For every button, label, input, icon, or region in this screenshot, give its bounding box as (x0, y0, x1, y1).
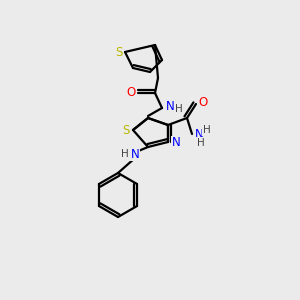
Text: N: N (166, 100, 174, 112)
Text: H: H (175, 104, 183, 114)
Text: O: O (198, 95, 208, 109)
Text: N: N (172, 136, 180, 149)
Text: S: S (122, 124, 130, 136)
Text: H: H (203, 125, 211, 135)
Text: H: H (197, 138, 205, 148)
Text: H: H (121, 149, 129, 159)
Text: N: N (130, 148, 140, 160)
Text: S: S (115, 46, 123, 59)
Text: O: O (126, 86, 136, 100)
Text: N: N (195, 128, 203, 140)
